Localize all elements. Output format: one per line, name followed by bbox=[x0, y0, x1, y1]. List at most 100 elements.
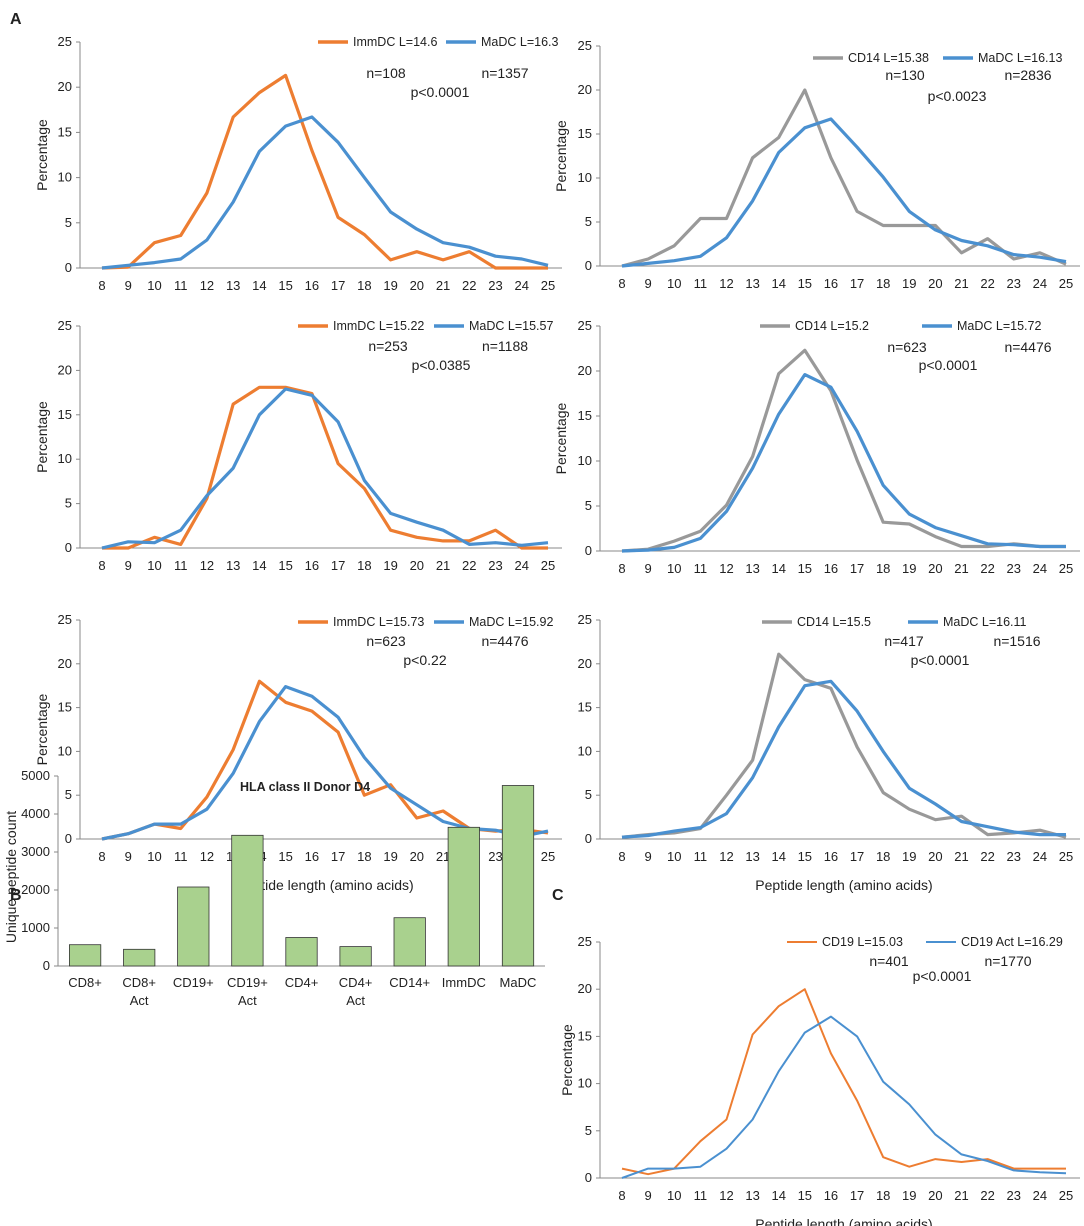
x-tick-label: 15 bbox=[798, 1188, 812, 1203]
x-tick-label: 11 bbox=[694, 561, 708, 576]
annotation-2: n=4476 bbox=[1004, 339, 1051, 355]
y-tick-label: 10 bbox=[578, 453, 592, 468]
chart-a6: 0 5 10 15 20 25 8 9 10 11 12 13 14 15 16 17 18 19 20 21 22 23… bbox=[578, 612, 1080, 893]
x-tick-label: 25 bbox=[541, 849, 555, 864]
y-tick-label: 5 bbox=[65, 215, 72, 230]
chart-c: 0 5 10 15 20 25 8 9 10 11 12 13 14 15 16 17 18 19 20 21 22 23… bbox=[559, 934, 1080, 1226]
y-tick-label: 15 bbox=[578, 126, 592, 141]
annotation-1: n=108 bbox=[366, 65, 406, 81]
x-tick-label: 8 bbox=[98, 278, 105, 293]
bar-9 bbox=[501, 785, 535, 967]
legend-entry-1: CD14 L=15.2 bbox=[795, 319, 869, 333]
x-tick-label: CD19+ bbox=[173, 975, 214, 990]
y-tick-label: 15 bbox=[578, 1028, 592, 1043]
x-tick-label: 12 bbox=[200, 849, 214, 864]
series-line-1 bbox=[621, 88, 1067, 268]
x-tick-label-line: CD14+ bbox=[389, 975, 430, 990]
bar-5 bbox=[285, 937, 318, 967]
series-line-2 bbox=[621, 117, 1067, 268]
legend-entry-2: MaDC L=15.72 bbox=[957, 319, 1041, 333]
x-tick-label: 8 bbox=[98, 849, 105, 864]
annotation-2: n=1188 bbox=[482, 338, 528, 354]
x-tick-label: 18 bbox=[357, 558, 371, 573]
x-tick-label: 16 bbox=[824, 276, 838, 291]
x-tick-label-line: MaDC bbox=[500, 975, 537, 990]
x-tick-label: 20 bbox=[928, 561, 942, 576]
y-tick-label: 0 bbox=[585, 258, 592, 273]
x-tick-label: 8 bbox=[618, 849, 625, 864]
series-line-1 bbox=[101, 73, 548, 270]
x-tick-label: 10 bbox=[147, 558, 161, 573]
y-tick-label: 3000 bbox=[21, 844, 50, 859]
legend-entry-2: MaDC L=15.57 bbox=[469, 319, 553, 333]
x-tick-label: 19 bbox=[383, 558, 397, 573]
annotation-1: n=401 bbox=[869, 953, 909, 969]
x-tick-label: 10 bbox=[147, 849, 161, 864]
y-tick-label: 25 bbox=[578, 934, 592, 949]
x-tick-label: 10 bbox=[667, 1188, 681, 1203]
x-tick-label: 9 bbox=[645, 561, 652, 576]
x-tick-label: 17 bbox=[850, 561, 864, 576]
x-tick-label: 9 bbox=[645, 849, 652, 864]
x-tick-label: 22 bbox=[462, 278, 476, 293]
annotation-1: n=130 bbox=[885, 67, 925, 83]
x-tick-label: 12 bbox=[719, 561, 733, 576]
x-tick-label: CD8+ Act bbox=[122, 975, 156, 1008]
x-tick-label: 17 bbox=[850, 276, 864, 291]
y-axis-label: Percentage bbox=[34, 401, 50, 473]
y-tick-label: 20 bbox=[58, 79, 72, 94]
x-tick-label: 22 bbox=[980, 276, 994, 291]
legend-entry-1: ImmDC L=15.22 bbox=[333, 319, 424, 333]
x-tick-label: 24 bbox=[1033, 849, 1047, 864]
x-tick-label: 21 bbox=[436, 849, 450, 864]
x-tick-label: 22 bbox=[980, 1188, 994, 1203]
x-tick-label-line: Act bbox=[346, 993, 365, 1008]
y-tick-label: 1000 bbox=[21, 920, 50, 935]
x-tick-label: 22 bbox=[462, 558, 476, 573]
x-tick-label: 16 bbox=[824, 1188, 838, 1203]
x-tick-label: 18 bbox=[876, 1188, 890, 1203]
x-tick-label-line: CD4+ bbox=[285, 975, 319, 990]
y-tick-label: 20 bbox=[578, 82, 592, 97]
x-tick-label: 21 bbox=[954, 849, 968, 864]
y-tick-label: 0 bbox=[585, 831, 592, 846]
series-line-1 bbox=[102, 385, 548, 550]
x-tick-label: 14 bbox=[771, 849, 785, 864]
annotation-2: n=1516 bbox=[993, 633, 1040, 649]
x-tick-label: 9 bbox=[645, 1188, 652, 1203]
x-tick-label: 13 bbox=[745, 561, 759, 576]
x-tick-label: 10 bbox=[667, 276, 681, 291]
series-line-2 bbox=[621, 679, 1066, 839]
x-tick-label: 25 bbox=[541, 278, 555, 293]
y-axis-label: Percentage bbox=[553, 120, 569, 192]
series-line-2 bbox=[101, 387, 549, 550]
x-tick-label: 8 bbox=[618, 561, 625, 576]
x-tick-label: 16 bbox=[305, 278, 319, 293]
x-tick-label: 21 bbox=[436, 558, 450, 573]
x-tick-label: 8 bbox=[618, 1188, 625, 1203]
series-line-2 bbox=[621, 373, 1066, 553]
x-tick-label: 8 bbox=[98, 558, 105, 573]
x-tick-label: 23 bbox=[1007, 561, 1021, 576]
x-tick-label-line: CD19+ bbox=[227, 975, 268, 990]
y-tick-label: 10 bbox=[58, 170, 72, 185]
x-tick-label: 25 bbox=[1059, 561, 1073, 576]
chart-a3: 0 5 10 15 20 25 8 9 10 11 12 13 14 15 16 17 18 19 20 21 22 23… bbox=[34, 318, 562, 573]
x-tick-label: 16 bbox=[305, 558, 319, 573]
legend-entry-1: CD14 L=15.5 bbox=[797, 615, 871, 629]
bar-3 bbox=[177, 886, 210, 967]
legend-entry-2: MaDC L=16.11 bbox=[943, 615, 1027, 629]
y-tick-label: 25 bbox=[578, 318, 592, 333]
y-tick-label: 4000 bbox=[21, 806, 50, 821]
x-tick-label: 18 bbox=[357, 849, 371, 864]
x-tick-label: 10 bbox=[667, 561, 681, 576]
x-tick-label-line: CD8+ bbox=[122, 975, 156, 990]
y-axis-label: Percentage bbox=[559, 1024, 575, 1096]
legend-entry-2: MaDC L=15.92 bbox=[469, 615, 553, 629]
y-tick-label: 5 bbox=[585, 1123, 592, 1138]
annotation-3: p<0.0023 bbox=[928, 88, 987, 104]
y-tick-label: 20 bbox=[58, 362, 72, 377]
x-tick-label: 10 bbox=[147, 278, 161, 293]
x-tick-label: 25 bbox=[1059, 849, 1073, 864]
panel-label-c: C bbox=[552, 887, 564, 904]
